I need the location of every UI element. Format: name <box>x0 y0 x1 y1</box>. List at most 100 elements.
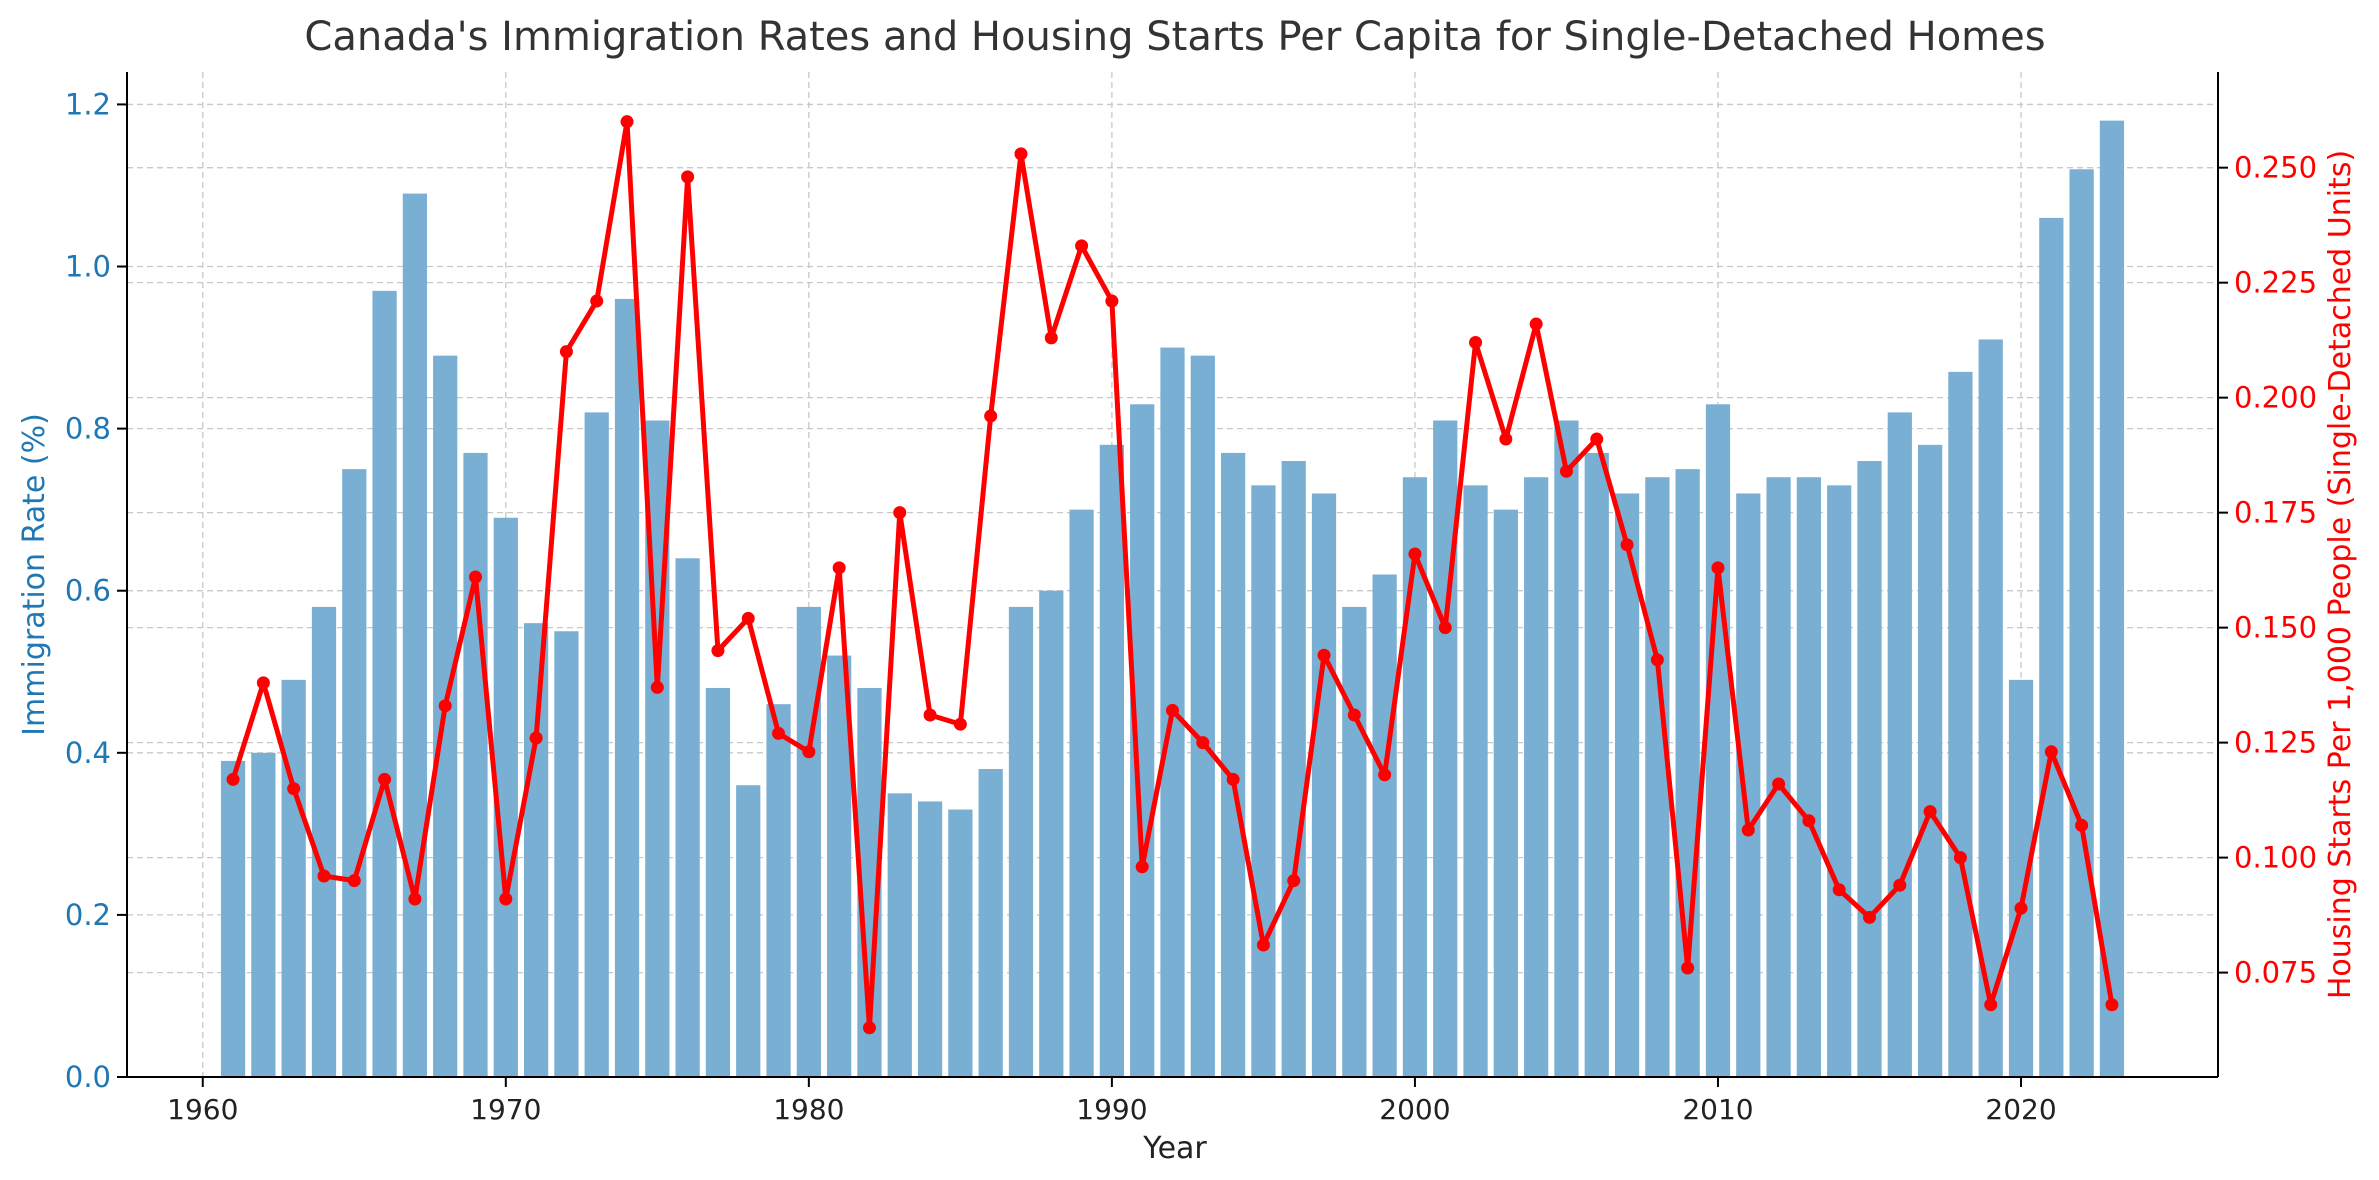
housing-starts-point <box>378 772 392 786</box>
housing-starts-point <box>832 561 846 575</box>
housing-starts-point <box>1953 851 1967 865</box>
immigration-bar <box>796 606 821 1077</box>
housing-starts-point <box>1166 703 1179 717</box>
immigration-bar <box>2099 120 2125 1078</box>
housing-starts-point <box>802 745 816 759</box>
housing-starts-point <box>1044 331 1058 345</box>
housing-starts-point <box>256 676 270 690</box>
housing-starts-point <box>1287 874 1301 888</box>
immigration-bar <box>1342 606 1367 1077</box>
left-y-tick-label: 0.8 <box>65 412 111 446</box>
housing-starts-point <box>347 874 361 888</box>
housing-starts-point <box>1650 653 1664 667</box>
immigration-bar <box>251 752 276 1077</box>
housing-starts-point <box>893 506 907 520</box>
right-y-tick-label: 0.075 <box>2234 956 2317 990</box>
housing-starts-point <box>1984 998 1998 1012</box>
immigration-bar <box>523 623 549 1077</box>
immigration-bar <box>1039 590 1064 1077</box>
housing-starts-point <box>1226 772 1240 786</box>
x-tick-label: 2010 <box>1682 1093 1753 1126</box>
housing-starts-point <box>1378 768 1392 782</box>
immigration-bar <box>766 704 791 1077</box>
immigration-bar <box>1524 477 1549 1077</box>
right-y-tick-label: 0.200 <box>2234 381 2317 415</box>
immigration-bar <box>554 631 579 1077</box>
left-y-tick-label: 0.0 <box>65 1060 111 1094</box>
immigration-bar <box>736 785 761 1077</box>
right-y-tick-label: 0.100 <box>2234 841 2317 875</box>
housing-starts-point <box>984 409 998 423</box>
immigration-bar <box>917 801 943 1077</box>
housing-starts-point <box>1469 335 1483 349</box>
housing-starts-point <box>862 1021 876 1035</box>
housing-starts-point <box>1893 878 1907 892</box>
left-y-axis-ticks: 0.0 0.2 0.4 0.6 0.8 1.0 1.2 <box>65 87 127 1094</box>
housing-starts-point <box>408 892 422 906</box>
immigration-bar <box>1645 477 1670 1077</box>
immigration-bar <box>1372 574 1397 1077</box>
immigration-bar <box>463 452 488 1077</box>
immigration-bar <box>675 558 700 1077</box>
immigration-bar <box>948 809 973 1077</box>
housing-starts-point <box>923 708 937 722</box>
immigration-bar <box>1705 404 1731 1077</box>
left-y-axis-label: Immigration Rate (%) <box>17 413 52 736</box>
immigration-bar <box>1190 355 1215 1078</box>
immigration-bar <box>402 193 428 1078</box>
immigration-bar <box>1887 412 1912 1078</box>
housing-starts-point <box>1590 432 1604 446</box>
immigration-bar <box>705 687 731 1077</box>
housing-starts-point <box>2014 901 2028 915</box>
housing-starts-point <box>1711 561 1725 575</box>
left-y-tick-label: 1.0 <box>65 250 111 284</box>
x-tick-label: 1980 <box>773 1093 844 1126</box>
housing-starts-point <box>1529 317 1543 331</box>
immigration-bar <box>1251 485 1276 1077</box>
right-y-tick-label: 0.175 <box>2234 496 2317 530</box>
housing-starts-point <box>681 170 695 184</box>
immigration-bar <box>1948 371 1973 1077</box>
housing-starts-point <box>711 644 725 658</box>
housing-starts-point <box>1075 239 1089 253</box>
housing-starts-point <box>741 611 755 625</box>
right-y-axis-ticks: 0.075 0.100 0.125 0.150 0.175 0.200 0.225 0.250 <box>2218 151 2317 990</box>
housing-starts-point <box>226 772 240 786</box>
housing-starts-point <box>772 726 786 740</box>
housing-starts-point <box>1408 547 1422 561</box>
immigration-bar <box>2069 169 2094 1078</box>
housing-starts-point <box>1256 938 1270 952</box>
housing-starts-point <box>1559 464 1573 478</box>
immigration-bar <box>1766 477 1791 1077</box>
right-y-tick-label: 0.225 <box>2234 266 2317 300</box>
x-tick-label: 1960 <box>167 1093 238 1126</box>
housing-starts-point <box>559 345 573 359</box>
housing-starts-point <box>469 570 482 584</box>
immigration-bar <box>1796 477 1822 1077</box>
x-tick-label: 1990 <box>1076 1093 1147 1126</box>
housing-starts-point <box>953 717 967 731</box>
immigration-bar <box>1675 469 1700 1077</box>
immigration-bar <box>614 298 640 1077</box>
immigration-bar <box>1463 485 1488 1077</box>
immigration-bar <box>978 769 1003 1077</box>
housing-starts-point <box>1741 823 1755 837</box>
housing-starts-point <box>1014 147 1028 161</box>
immigration-bar <box>1220 452 1246 1077</box>
immigration-bar <box>2039 217 2064 1078</box>
immigration-bar <box>1736 493 1761 1077</box>
housing-starts-point <box>1923 805 1937 819</box>
immigration-bar <box>2008 679 2034 1077</box>
immigration-bar <box>1281 461 1306 1078</box>
housing-starts-point <box>620 115 634 129</box>
x-tick-label: 2020 <box>1985 1093 2056 1126</box>
housing-starts-point <box>590 294 604 308</box>
housing-starts-point <box>1135 860 1149 874</box>
housing-starts-point <box>1832 883 1846 897</box>
right-y-tick-label: 0.250 <box>2234 151 2317 185</box>
housing-starts-point <box>2075 818 2089 832</box>
immigration-bar <box>1614 493 1640 1077</box>
immigration-bar <box>1311 493 1337 1077</box>
housing-starts-point <box>1105 294 1119 308</box>
